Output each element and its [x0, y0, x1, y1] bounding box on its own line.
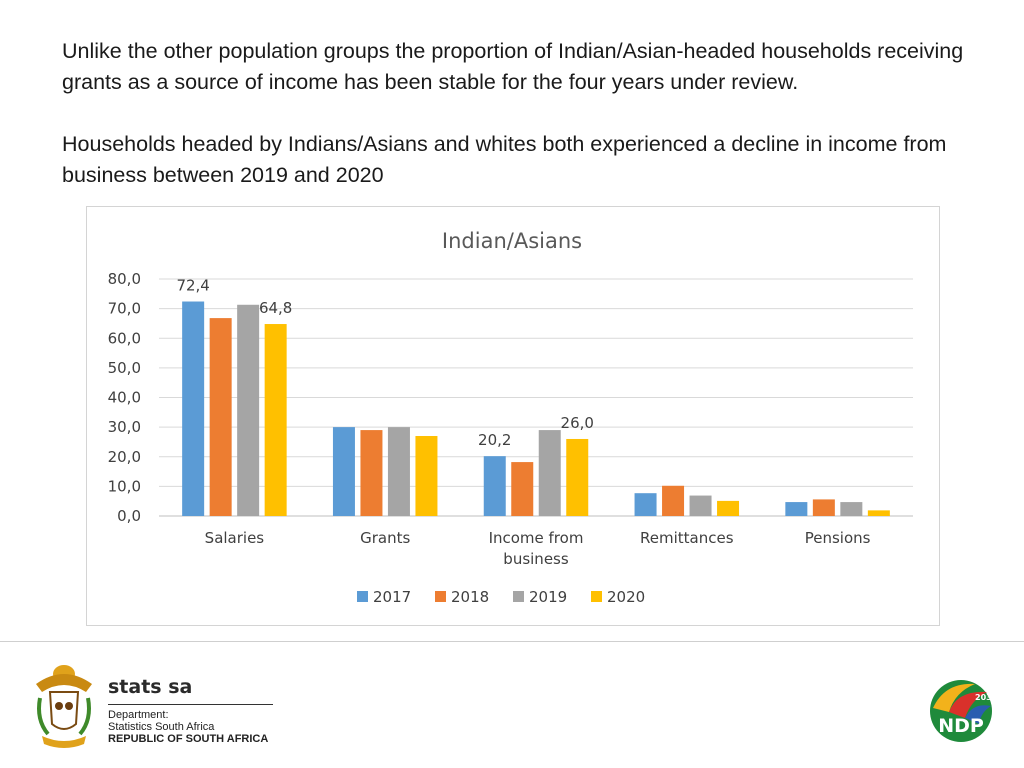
footer-divider [0, 641, 1024, 642]
bar-2020-2 [566, 438, 589, 516]
bar-2020-4 [867, 510, 890, 516]
bar-2018-3 [662, 485, 685, 516]
legend: 2017 2018 2019 2020 [357, 588, 645, 606]
bar-2017-1 [332, 427, 355, 516]
y-tick-label: 0,0 [117, 507, 141, 525]
bar-2017-4 [785, 502, 808, 516]
brand-country: REPUBLIC OF SOUTH AFRICA [108, 733, 269, 745]
bar-2018-2 [511, 462, 534, 516]
bar-2017-2 [483, 456, 506, 516]
bar-2017-0 [182, 301, 205, 516]
data-label: 20,2 [478, 431, 511, 449]
y-tick-label: 10,0 [108, 477, 141, 495]
bar-2019-3 [689, 495, 712, 516]
legend-swatch-2019 [513, 591, 524, 602]
bar-2018-0 [209, 318, 232, 516]
chart-frame: Indian/Asians 0,0 10,0 20,0 30,0 40,0 50,0 60,… [86, 206, 940, 626]
bar-2018-1 [360, 430, 383, 516]
chart-title: Indian/Asians [442, 229, 582, 253]
x-axis: Salaries Grants Income from business Remitta… [205, 529, 871, 568]
legend-label: 2019 [529, 588, 567, 606]
bar-2018-4 [812, 499, 835, 516]
x-category-label: Salaries [205, 529, 265, 547]
legend-swatch-2017 [357, 591, 368, 602]
y-tick-label: 30,0 [108, 418, 141, 436]
bar-2019-1 [387, 427, 410, 516]
intro-paragraph-1: Unlike the other population groups the p… [62, 39, 964, 94]
data-label: 26,0 [561, 414, 594, 432]
stats-sa-brand: stats sa Department: Statistics South Af… [108, 676, 273, 745]
brand-department: Department: [108, 709, 169, 721]
bar-2020-0 [264, 324, 287, 516]
y-tick-label: 80,0 [108, 270, 141, 288]
y-tick-label: 40,0 [108, 389, 141, 407]
y-tick-label: 70,0 [108, 300, 141, 318]
ndp-text: NDP [938, 715, 984, 737]
bar-2020-1 [415, 436, 438, 516]
x-category-label: Grants [360, 529, 410, 547]
x-category-label: Income from [489, 529, 584, 547]
legend-label: 2017 [373, 588, 411, 606]
data-label: 64,8 [259, 299, 292, 317]
bar-2017-3 [634, 493, 657, 516]
bar-2019-4 [840, 502, 863, 516]
data-label: 72,4 [176, 277, 209, 295]
y-tick-label: 60,0 [108, 329, 141, 347]
intro-text: Unlike the other population groups the p… [62, 36, 982, 222]
data-labels: 72,4 64,8 20,2 26,0 [176, 277, 594, 450]
intro-paragraph-2: Households headed by Indians/Asians and … [62, 132, 947, 187]
ndp-year: 2030 [975, 693, 997, 702]
ndp-2030-logo-icon: 2030 NDP [930, 680, 997, 742]
x-category-label: Remittances [640, 529, 734, 547]
brand-organisation: Statistics South Africa [108, 721, 215, 733]
legend-label: 2020 [607, 588, 645, 606]
legend-swatch-2018 [435, 591, 446, 602]
coat-of-arms-icon [36, 665, 92, 748]
x-category-label: Pensions [805, 529, 871, 547]
x-category-label: business [503, 550, 569, 568]
brand-name: stats sa [108, 676, 193, 698]
bar-2019-0 [237, 304, 260, 516]
brand-divider [108, 704, 273, 705]
y-tick-label: 50,0 [108, 359, 141, 377]
bar-2020-3 [717, 500, 740, 516]
bar-chart: Indian/Asians 0,0 10,0 20,0 30,0 40,0 50,0 60,… [108, 229, 913, 606]
legend-swatch-2020 [591, 591, 602, 602]
y-tick-label: 20,0 [108, 448, 141, 466]
legend-label: 2018 [451, 588, 489, 606]
bars [182, 301, 890, 516]
bar-2019-2 [538, 430, 561, 516]
y-axis: 0,0 10,0 20,0 30,0 40,0 50,0 60,0 70,0 80,0 [108, 270, 141, 525]
